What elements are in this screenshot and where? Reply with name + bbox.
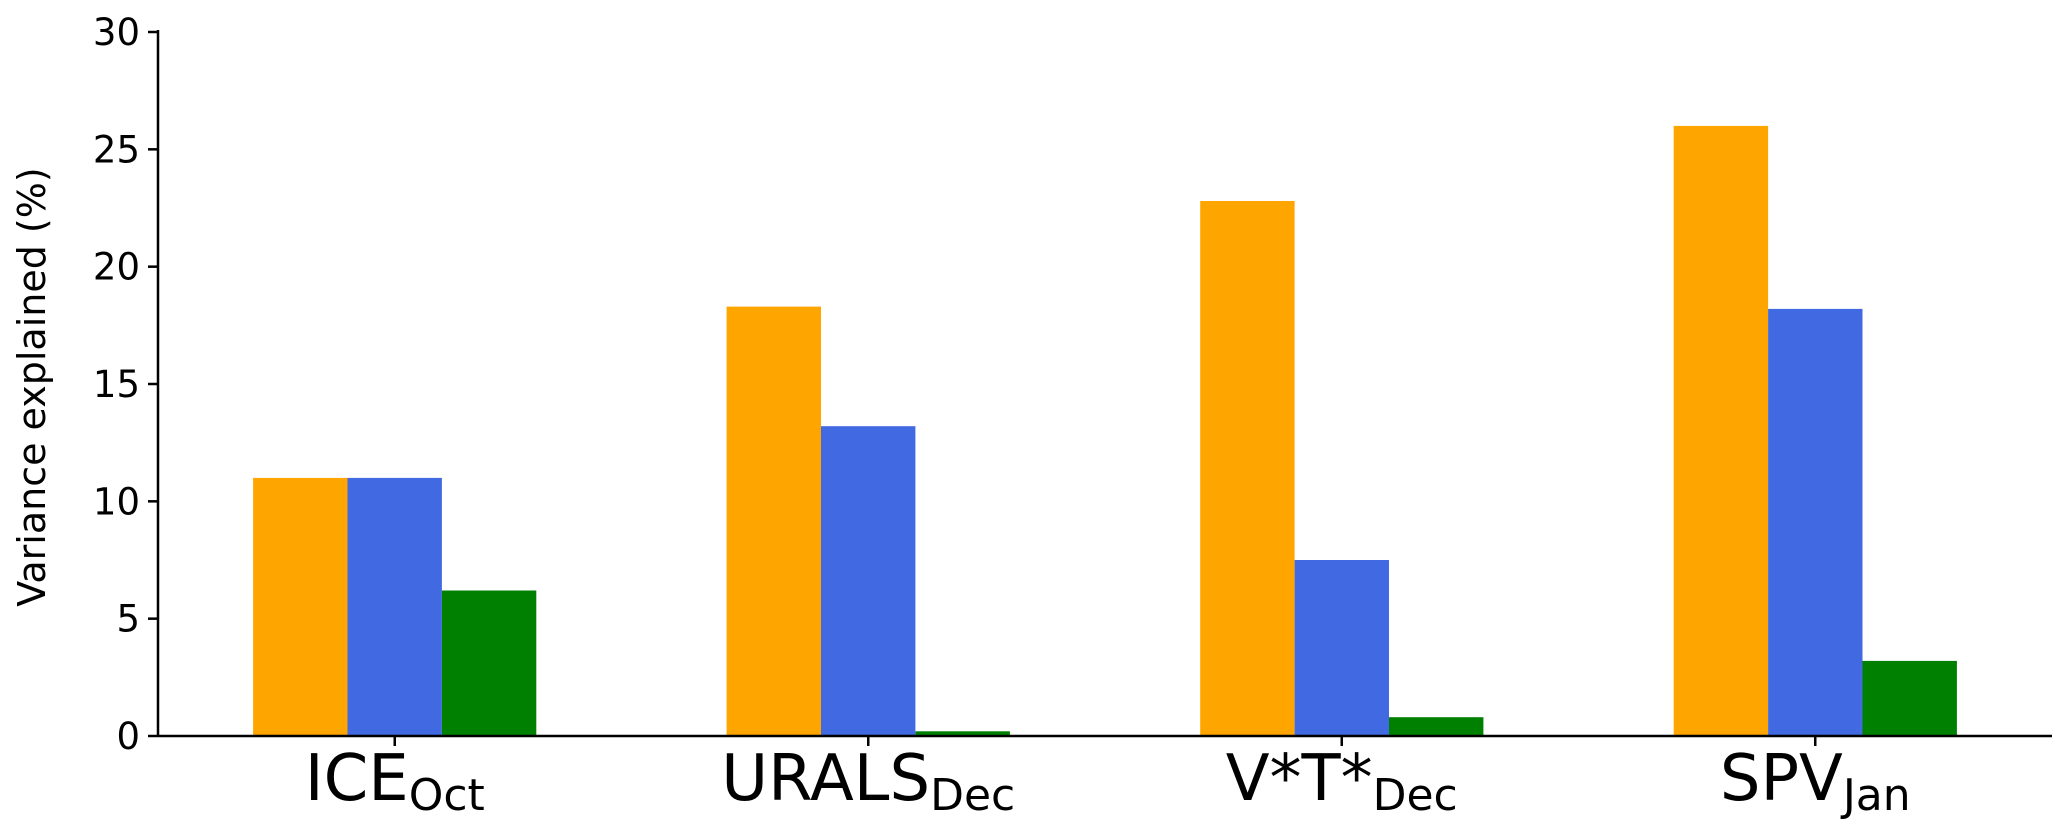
bar-2-0 — [1200, 201, 1295, 736]
bars-group — [253, 125, 1957, 736]
x-tick-label: SPVJan — [1720, 742, 1911, 821]
y-tick-label: 20 — [93, 246, 140, 289]
bar-2-1 — [1294, 560, 1389, 736]
bar-0-1 — [347, 477, 442, 736]
x-tick-label: URALSDec — [721, 742, 1015, 821]
bar-0-0 — [253, 477, 348, 736]
y-tick-label: 25 — [93, 128, 140, 171]
x-tick-label-main: SPV — [1720, 742, 1843, 816]
x-tick-label-main: URALS — [721, 742, 930, 816]
x-tick-label: V*T*Dec — [1226, 742, 1458, 821]
x-axis: ICEOct URALSDec V*T*Dec SPVJan — [158, 734, 2052, 821]
y-tick-label: 30 — [93, 11, 140, 54]
bar-3-0 — [1673, 125, 1769, 736]
y-tick-label: 5 — [116, 598, 140, 641]
x-tick-label-sub: Oct — [409, 770, 485, 821]
x-tick-label-sub: Jan — [1840, 770, 1911, 821]
bar-3-1 — [1768, 308, 1863, 736]
y-tick-label: 0 — [116, 715, 140, 758]
bar-0-2 — [441, 590, 537, 736]
y-tick-label: 15 — [93, 363, 140, 406]
y-axis: 0 5 10 15 20 25 30 — [93, 11, 160, 758]
y-tick-label: 10 — [93, 480, 140, 523]
x-tick-label-main: ICE — [305, 742, 409, 816]
x-tick-label-sub: Dec — [1373, 770, 1458, 821]
x-tick-label-sub: Dec — [930, 770, 1015, 821]
bar-3-2 — [1862, 660, 1957, 736]
bar-1-1 — [821, 426, 916, 736]
bar-1-2 — [915, 731, 1010, 736]
x-tick-label-main: V*T* — [1226, 742, 1373, 816]
bar-1-0 — [726, 306, 821, 736]
bar-2-2 — [1389, 717, 1484, 736]
y-axis-label: Variance explained (%) — [10, 167, 54, 606]
x-tick-label: ICEOct — [305, 742, 485, 821]
